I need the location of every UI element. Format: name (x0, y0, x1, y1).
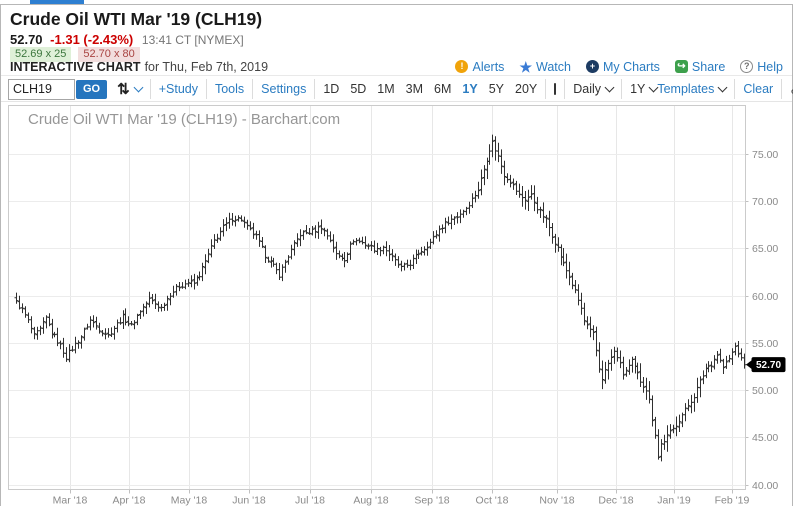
watch-label: Watch (536, 59, 571, 74)
add-study-link[interactable]: +Study (158, 82, 198, 96)
help-label: Help (757, 59, 783, 74)
y-axis-label: 50.00 (752, 385, 778, 397)
clear-button[interactable]: Clear (743, 82, 774, 96)
toolbar-separator (781, 79, 783, 99)
last-price-badge (751, 357, 786, 373)
x-axis-label: Feb '19 (715, 495, 750, 506)
range-5y-button[interactable]: 5Y (488, 82, 505, 96)
watch-star-icon: ★ (519, 58, 532, 75)
templates-dropdown[interactable]: Templates (657, 82, 728, 96)
go-button[interactable]: GO (76, 79, 108, 99)
range-6m-button[interactable]: 6M (434, 82, 452, 96)
page-title: Crude Oil WTI Mar '19 (CLH19) (10, 9, 263, 29)
frequency-dropdown[interactable]: Daily (573, 82, 615, 96)
range-20y-button[interactable]: 20Y (515, 82, 538, 96)
toolbar-separator (252, 79, 254, 99)
ask-badge: 52.70 x 80 (78, 47, 140, 62)
x-axis-label: Dec '18 (598, 495, 633, 506)
toolbar-separator (149, 79, 151, 99)
x-axis-label: Apr '18 (113, 495, 146, 506)
section-row: INTERACTIVE CHART for Thu, Feb 7th, 2019… (1, 58, 792, 75)
bid-badge: 52.69 x 25 (10, 47, 72, 62)
y-axis-label: 75.00 (752, 149, 778, 161)
y-axis-label: 65.00 (752, 243, 778, 255)
section-date: for Thu, Feb 7th, 2019 (144, 59, 269, 74)
toolbar-separator (734, 79, 736, 99)
plot-border (8, 105, 746, 490)
range-3m-button[interactable]: 3M (405, 82, 424, 96)
y-axis-label: 55.00 (752, 338, 778, 350)
active-tab-indicator (30, 0, 84, 4)
header-links: ! Alerts ★ Watch + My Charts ↪ Share ? H… (455, 60, 783, 74)
templates-label: Templates (657, 82, 715, 96)
x-axis-label: Jun '18 (232, 495, 266, 506)
my-charts-link[interactable]: + My Charts (585, 59, 660, 74)
x-axis-label: Mar '18 (53, 495, 88, 506)
price-change: -1.31 (-2.43%) (50, 32, 134, 47)
period-value: 1Y (630, 82, 646, 96)
range-1m-button[interactable]: 1M (377, 82, 395, 96)
x-axis-label: Jul '18 (295, 495, 325, 506)
help-icon: ? (740, 60, 754, 73)
my-charts-icon: + (585, 60, 599, 73)
y-axis-label: 40.00 (752, 480, 778, 492)
alerts-icon: ! (455, 60, 469, 73)
bid-ask-row: 52.69 x 25 52.70 x 80 (10, 47, 140, 62)
x-axis-label: Jan '19 (657, 495, 691, 506)
calendar-icon[interactable] (554, 83, 557, 95)
toolbar-separator (545, 79, 547, 99)
y-axis-label: 45.00 (752, 432, 778, 444)
toolbar-right-group: Templates Clear ✎ (657, 79, 793, 99)
x-axis-label: Aug '18 (353, 495, 388, 506)
y-axis-label: 70.00 (752, 196, 778, 208)
range-5d-button[interactable]: 5D (350, 82, 367, 96)
share-icon: ↪ (674, 60, 688, 73)
alerts-label: Alerts (472, 59, 505, 74)
ohlc-bars (14, 134, 747, 462)
share-link[interactable]: ↪ Share (674, 59, 726, 74)
last-price: 52.70 (10, 32, 43, 47)
last-price-badge-label: 52.70 (756, 360, 781, 371)
section-title: INTERACTIVE CHART (10, 59, 141, 74)
quote-row: 52.70 -1.31 (-2.43%) 13:41 CT [NYMEX] (10, 32, 244, 47)
range-1d-button[interactable]: 1D (323, 82, 340, 96)
last-price-badge-arrow (746, 359, 753, 370)
toolbar-separator (314, 79, 316, 99)
toolbar-separator (564, 79, 566, 99)
compare-dropdown[interactable]: ⇅ (117, 80, 144, 98)
toolbar-separator (621, 79, 623, 99)
chart-watermark: Crude Oil WTI Mar '19 (CLH19) - Barchart… (28, 111, 340, 128)
settings-link[interactable]: Settings (261, 82, 307, 96)
symbol-input[interactable] (8, 78, 75, 100)
quote-time: 13:41 CT [NYMEX] (141, 33, 244, 47)
my-charts-label: My Charts (602, 59, 660, 74)
section-divider (1, 75, 792, 76)
x-axis-label: Nov '18 (539, 495, 574, 506)
x-axis-label: Sep '18 (414, 495, 449, 506)
chart-toolbar: GO ⇅ +Study Tools Settings 1D 5D 1M 3M 6… (1, 78, 793, 100)
watch-link[interactable]: ★ Watch (519, 60, 571, 74)
tools-link[interactable]: Tools (214, 82, 245, 96)
period-dropdown[interactable]: 1Y (630, 82, 659, 96)
range-buttons: 1D 5D 1M 3M 6M 1Y 5Y 20Y (323, 82, 537, 96)
frequency-value: Daily (573, 82, 602, 96)
x-axis-label: May '18 (171, 495, 208, 506)
compare-icon: ⇅ (117, 80, 130, 98)
x-axis-label: Oct '18 (476, 495, 509, 506)
y-axis-label: 60.00 (752, 291, 778, 303)
range-1y-button[interactable]: 1Y (462, 82, 478, 96)
alerts-link[interactable]: ! Alerts (455, 60, 504, 74)
share-label: Share (691, 59, 726, 74)
toolbar-divider (1, 101, 792, 102)
toolbar-separator (205, 79, 207, 99)
help-link[interactable]: ? Help (740, 60, 783, 74)
